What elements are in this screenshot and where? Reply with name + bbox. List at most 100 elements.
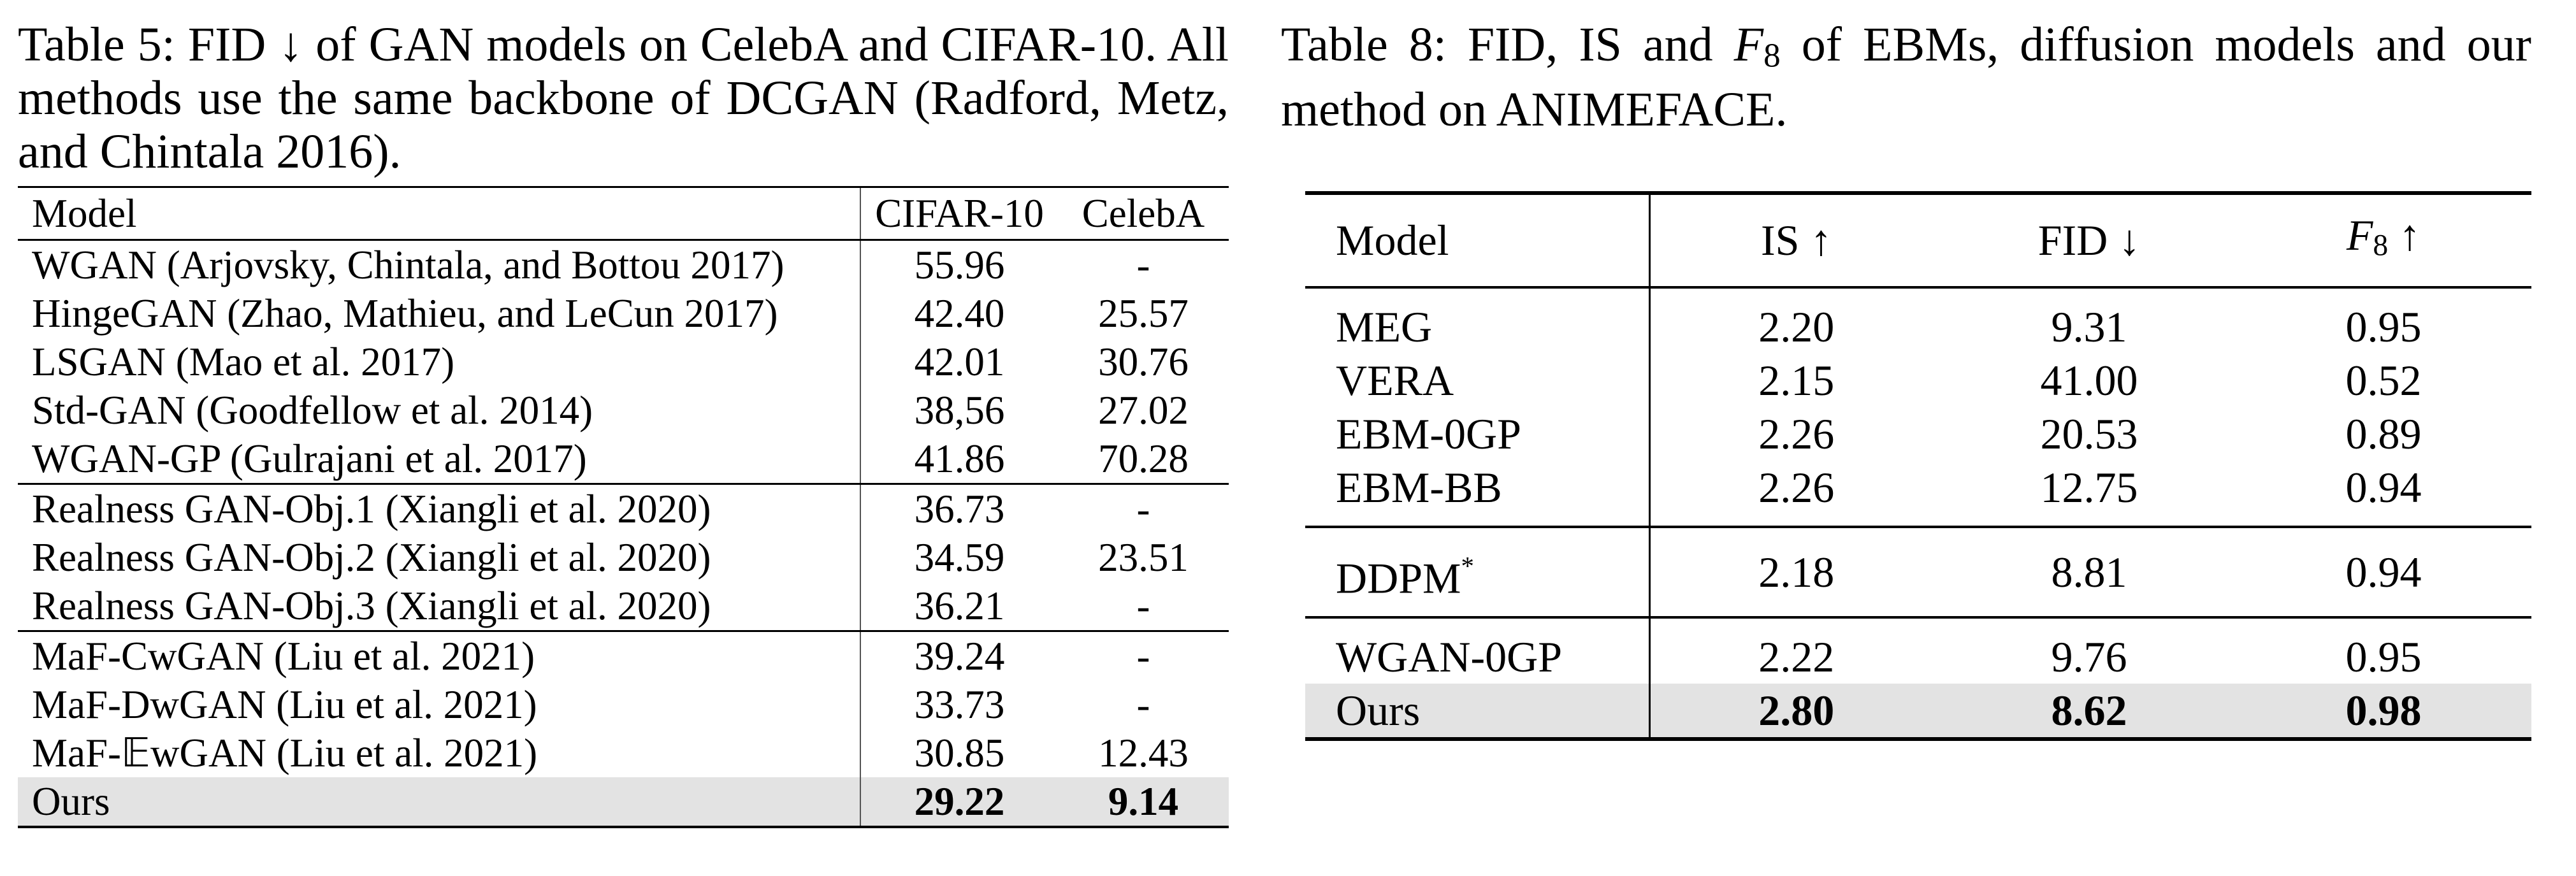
table-row: HingeGAN (Zhao, Mathieu, and LeCun 2017)…	[18, 289, 1229, 338]
value-cell: 42.01	[914, 340, 1005, 384]
model-name-cell: MEG	[1305, 287, 1651, 354]
table-row: EBM-0GP 2.26 20.53 0.89	[1305, 406, 2531, 461]
model-name-cell: LSGAN (Mao et al. 2017)	[18, 338, 861, 386]
value-cell: 0.94	[2236, 525, 2531, 618]
table-8: Model IS ↑ FID ↓ F8 ↑ MEG 2.20 9.31 0.95 VER…	[1305, 191, 2531, 742]
table-5-header-cifar10: CIFAR-10	[860, 186, 1058, 241]
value-cell: 2.15	[1758, 355, 1835, 405]
value-cell: 33.73	[914, 682, 1005, 727]
value-cell: 8.81	[1943, 525, 2236, 618]
value-cell: 36.73	[860, 483, 1058, 533]
value-cell: 8.62	[1943, 684, 2236, 742]
table-row: DDPM* 2.18 8.81 0.94	[1305, 525, 2531, 618]
value-cell: 41.86	[914, 436, 1005, 481]
table-5-header-model: Model	[18, 186, 861, 241]
table-8-group: WGAN-0GP 2.22 9.76 0.95 Ours 2.80 8.62 0.98	[1305, 616, 2531, 742]
value-cell: 2.26	[1758, 409, 1835, 458]
value-cell: 2.22	[1649, 616, 1943, 684]
table-5-group: MaF-CwGAN (Liu et al. 2021) 39.24- MaF-DwG…	[18, 630, 1229, 828]
table-row: MEG 2.20 9.31 0.95	[1305, 287, 2531, 354]
model-name-cell: MaF-𝔼wGAN (Liu et al. 2021)	[18, 729, 861, 777]
value-cell: 2.26	[1758, 463, 1835, 512]
model-name-cell: Realness GAN-Obj.3 (Xiangli et al. 2020)	[18, 582, 861, 631]
table-row: MaF-𝔼wGAN (Liu et al. 2021) 30.85 12.43	[18, 729, 1229, 777]
value-cell: 9.76	[1943, 616, 2236, 684]
table-8-header-f-letter: F	[2346, 211, 2373, 259]
table-5-header-celeba: CelebA	[1058, 186, 1229, 241]
table-row: WGAN-GP (Gulrajani et al. 2017) 41.86 70.2…	[18, 434, 1229, 484]
value-cell: 2.20	[1758, 302, 1835, 351]
table-5: Model CIFAR-10 CelebA WGAN (Arjovsky, Ch…	[18, 186, 1229, 828]
value-cell: 12.43	[1098, 731, 1189, 775]
table-8-header-is: IS ↑	[1649, 191, 1943, 289]
value-cell: 20.53	[2040, 409, 2138, 458]
value-cell: 9.14	[1058, 777, 1229, 828]
table-8-panel: Table 8: FID, IS and F8 of EBMs, diffusi…	[1281, 0, 2531, 742]
value-cell: 38,56	[914, 388, 1005, 433]
value-cell: 0.89	[2345, 409, 2422, 458]
value-cell: 25.57	[1098, 291, 1189, 336]
table-8-header-f-arrow: ↑	[2388, 211, 2421, 259]
value-cell: 29.22	[860, 777, 1058, 828]
table-row: WGAN-0GP 2.22 9.76 0.95	[1305, 616, 2531, 684]
table-row: VERA 2.15 41.00 0.52	[1305, 353, 2531, 407]
table-row: Ours 2.80 8.62 0.98	[1305, 684, 2531, 742]
model-name-cell: MaF-CwGAN (Liu et al. 2021)	[18, 630, 861, 680]
value-cell: 42.40	[914, 291, 1005, 336]
value-cell: 27.02	[1098, 388, 1189, 433]
model-name-cell: DDPM*	[1305, 525, 1651, 618]
value-cell: 2.18	[1649, 525, 1943, 618]
value-cell: 23.51	[1098, 535, 1189, 580]
table-5-header-row: Model CIFAR-10 CelebA	[18, 186, 1229, 241]
value-cell: 30.76	[1098, 340, 1189, 384]
value-cell: 0.52	[2345, 355, 2422, 405]
value-cell: 70.28	[1098, 436, 1189, 481]
value-cell: 34.59	[914, 535, 1005, 580]
table-row: MaF-CwGAN (Liu et al. 2021) 39.24-	[18, 630, 1229, 680]
model-name-cell: Std-GAN (Goodfellow et al. 2014)	[18, 386, 861, 434]
model-name-cell: Ours	[1305, 684, 1651, 742]
table-8-caption-f: F	[1733, 18, 1764, 71]
table-row: EBM-BB 2.26 12.75 0.94	[1305, 460, 2531, 527]
value-cell: 55.96	[914, 243, 1005, 287]
table-8-caption: Table 8: FID, IS and F8 of EBMs, diffusi…	[1281, 18, 2531, 136]
table-8-header-f8: F8 ↑	[2236, 191, 2531, 289]
model-name-cell: Ours	[18, 777, 861, 828]
table-row: LSGAN (Mao et al. 2017) 42.01 30.76	[18, 338, 1229, 386]
value-cell: 41.00	[2040, 355, 2138, 405]
value-cell: 9.31	[2051, 302, 2127, 351]
value-cell: 12.75	[2040, 463, 2138, 512]
model-name-cell: MaF-DwGAN (Liu et al. 2021)	[18, 680, 861, 729]
table-8-header-row: Model IS ↑ FID ↓ F8 ↑	[1305, 191, 2531, 289]
value-cell: 39.24	[860, 630, 1058, 680]
table-row: Std-GAN (Goodfellow et al. 2014) 38,56 27.…	[18, 386, 1229, 434]
table-5-group: Realness GAN-Obj.1 (Xiangli et al. 2020)…	[18, 483, 1229, 631]
value-cell: 0.95	[2236, 616, 2531, 684]
table-8-caption-sub: 8	[1763, 36, 1781, 75]
table-8-group: DDPM* 2.18 8.81 0.94	[1305, 525, 2531, 618]
value-cell: -	[1058, 483, 1229, 533]
value-cell: -	[1058, 630, 1229, 680]
table-5-group: WGAN (Arjovsky, Chintala, and Bottou 201…	[18, 240, 1229, 484]
value-cell: -	[1136, 682, 1150, 727]
value-cell: -	[1136, 584, 1150, 628]
table-row: Realness GAN-Obj.3 (Xiangli et al. 2020)…	[18, 582, 1229, 631]
table-8-header-f-sub: 8	[2373, 229, 2389, 262]
table-5-caption: Table 5: FID ↓ of GAN models on CelebA a…	[18, 18, 1229, 178]
model-name-cell: EBM-BB	[1305, 460, 1651, 527]
model-name-cell: HingeGAN (Zhao, Mathieu, and LeCun 2017)	[18, 289, 861, 338]
table-row: Realness GAN-Obj.2 (Xiangli et al. 2020)…	[18, 533, 1229, 582]
model-name-cell: EBM-0GP	[1305, 406, 1651, 461]
ddpm-footnote-mark: *	[1461, 551, 1474, 580]
table-5-panel: Table 5: FID ↓ of GAN models on CelebA a…	[18, 0, 1229, 828]
value-cell: -	[1136, 243, 1150, 287]
value-cell: 30.85	[914, 731, 1005, 775]
model-name-cell: Realness GAN-Obj.1 (Xiangli et al. 2020)	[18, 483, 861, 533]
table-row: MaF-DwGAN (Liu et al. 2021) 33.73 -	[18, 680, 1229, 729]
value-cell: 2.80	[1649, 684, 1943, 742]
table-row: Ours 29.22 9.14	[18, 777, 1229, 828]
table-row: Realness GAN-Obj.1 (Xiangli et al. 2020)…	[18, 483, 1229, 533]
table-8-caption-suffix: of EBMs, diffusion models and our method…	[1281, 18, 2531, 136]
model-name-cell: Realness GAN-Obj.2 (Xiangli et al. 2020)	[18, 533, 861, 582]
model-name-cell: WGAN-GP (Gulrajani et al. 2017)	[18, 434, 861, 484]
